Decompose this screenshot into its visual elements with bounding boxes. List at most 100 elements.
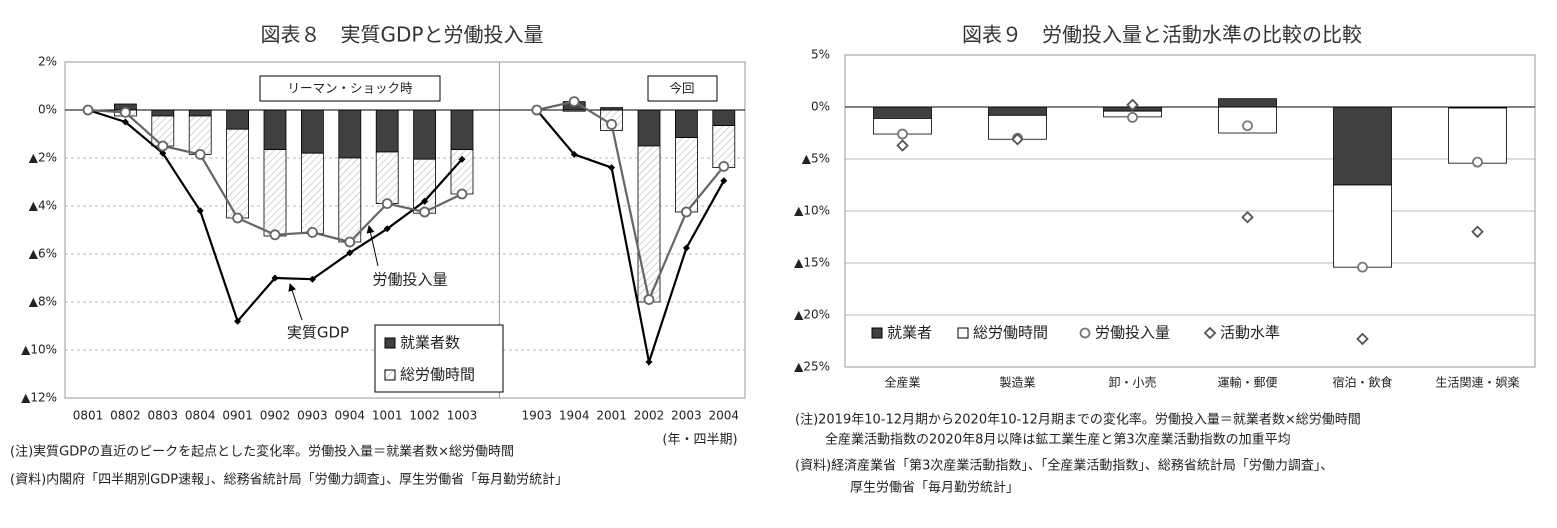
marker-diamond — [458, 155, 466, 163]
marker-diamond — [121, 118, 129, 126]
bar — [300, 152, 324, 234]
y-tick-label: ▲15% — [794, 256, 830, 270]
marker-diamond — [159, 149, 167, 157]
marker-diamond — [1011, 132, 1024, 146]
legend-label: 総労働時間 — [400, 366, 475, 384]
line — [87, 108, 725, 367]
annotation-arrow — [288, 283, 303, 321]
bar — [375, 109, 399, 153]
legend-box — [374, 324, 504, 393]
x-tick-label: 運輸・郵便 — [1217, 375, 1277, 390]
note: (資料)内閣府「四半期別GDP速報」、総務省統計局「労働力調査」、厚生労働省「毎… — [10, 472, 568, 488]
legend-swatch — [957, 327, 969, 339]
chart-title: 図表８ 実質GDPと労働投入量 — [261, 23, 544, 47]
x-tick-label: 0802 — [110, 409, 141, 423]
marker-diamond — [1126, 98, 1139, 112]
marker-diamond — [1241, 210, 1254, 224]
legend-label: 活動水準 — [1220, 324, 1280, 342]
marker-circle — [718, 160, 730, 172]
bar — [338, 109, 362, 159]
marker-diamond — [1203, 326, 1217, 340]
y-tick-label: ▲8% — [29, 295, 57, 309]
bar — [151, 109, 175, 117]
x-tick-label: 宿泊・飲食 — [1332, 375, 1392, 390]
marker-diamond — [308, 275, 316, 283]
marker-circle — [606, 119, 617, 130]
plot-frame — [64, 61, 746, 399]
bar — [637, 109, 661, 147]
annotation-arrow — [366, 225, 379, 267]
bar — [188, 115, 212, 155]
bar — [1333, 106, 1392, 186]
x-tick-label: 生活関連・娯楽 — [1435, 376, 1519, 390]
x-tick-label: 1002 — [409, 409, 440, 423]
bar — [1448, 107, 1507, 164]
x-tick-label: 0902 — [260, 409, 291, 423]
marker-circle — [419, 206, 431, 218]
y-tick-label: ▲10% — [794, 204, 830, 218]
marker-diamond — [682, 244, 690, 252]
legend-label: 総労働時間 — [973, 324, 1048, 342]
legend-label: 就業者数 — [400, 334, 460, 352]
bar — [675, 109, 698, 139]
x-tick-label: 1003 — [447, 409, 478, 423]
chart-title: 図表９ 労働投入量と活動水準の比較の比較 — [962, 23, 1362, 47]
marker-circle — [120, 107, 131, 118]
marker-circle — [82, 104, 94, 116]
marker-diamond — [271, 274, 279, 282]
note: (注)2019年10-12月期から2020年10-12月期までの変化率。労働投入… — [795, 412, 1361, 428]
marker-diamond — [645, 358, 653, 366]
bar — [188, 109, 212, 117]
x-tick-label: 0901 — [222, 409, 253, 423]
y-tick-label: 0% — [38, 103, 57, 117]
x-tick-label: 2003 — [671, 409, 702, 423]
bar — [988, 106, 1047, 116]
x-tick-label: 2001 — [596, 409, 627, 423]
x-unit-label: (年・四半期) — [662, 433, 737, 448]
marker-circle — [306, 226, 318, 238]
marker-diamond — [608, 164, 616, 172]
x-tick-label: 0804 — [185, 409, 216, 423]
bar — [637, 145, 661, 303]
x-tick-label: 1904 — [559, 409, 590, 423]
legend-swatch — [871, 327, 883, 339]
bar — [413, 109, 437, 160]
marker-circle — [194, 148, 206, 160]
marker-circle — [344, 236, 356, 248]
y-tick-label: ▲2% — [29, 151, 57, 165]
y-tick-label: ▲10% — [21, 343, 57, 357]
marker-circle — [381, 198, 393, 210]
marker-circle — [897, 128, 908, 140]
y-tick-label: 5% — [811, 48, 830, 62]
marker-circle — [157, 140, 169, 152]
marker-diamond — [383, 225, 391, 233]
marker-circle — [568, 96, 580, 107]
x-tick-label: 製造業 — [999, 376, 1035, 390]
bar — [1333, 184, 1392, 268]
x-tick-label: 0803 — [148, 409, 179, 423]
bar — [226, 109, 250, 130]
bar — [712, 109, 736, 127]
y-tick-label: ▲6% — [29, 247, 57, 261]
panel-label: リーマン・ショック時 — [287, 81, 413, 96]
note: 全産業活動指数の2020年8月以降は鉱工業生産と第3次産業活動指数の加重平均 — [825, 432, 1291, 448]
marker-diamond — [196, 207, 204, 215]
annotation: 労働投入量 — [372, 271, 447, 289]
x-tick-label: 1001 — [372, 409, 403, 423]
marker-circle — [1242, 120, 1253, 132]
marker-diamond — [346, 249, 354, 257]
y-tick-label: ▲5% — [802, 152, 830, 166]
marker-circle — [531, 104, 543, 116]
marker-diamond — [570, 150, 578, 158]
bar — [450, 109, 474, 150]
legend-label: 就業者 — [887, 324, 932, 342]
x-tick-label: 2004 — [709, 409, 740, 423]
bar — [263, 109, 287, 150]
marker-diamond — [421, 197, 429, 205]
y-tick-label: ▲25% — [794, 360, 830, 374]
marker-diamond — [234, 317, 242, 325]
marker-circle — [269, 229, 281, 241]
y-tick-label: ▲4% — [29, 199, 57, 213]
bar — [263, 149, 287, 237]
x-tick-label: 全産業 — [884, 375, 920, 390]
